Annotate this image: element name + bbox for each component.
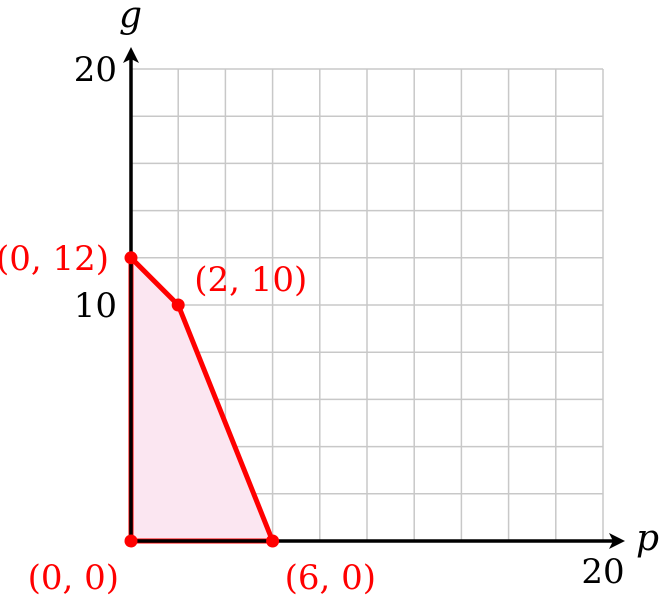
vertex-point: [124, 251, 138, 265]
tick-labels: 10 20 20: [74, 50, 625, 592]
axes: p g: [119, 0, 659, 559]
y-tick-label: 20: [74, 50, 117, 90]
x-axis-arrow-icon: [609, 533, 625, 549]
vertex-point: [171, 298, 185, 312]
vertex-point: [266, 534, 280, 548]
x-axis-label: p: [636, 518, 659, 559]
y-tick-label: 10: [74, 286, 117, 326]
vertex-label: (2, 10): [194, 260, 307, 300]
vertex-point: [124, 534, 138, 548]
vertex-label: (6, 0): [285, 558, 376, 598]
y-axis-arrow-icon: [123, 47, 139, 63]
y-axis-label: g: [119, 0, 142, 36]
vertex-labels: (0, 12) (2, 10) (0, 0) (6, 0): [0, 239, 376, 598]
vertex-points: [124, 251, 280, 548]
vertex-label: (0, 12): [0, 239, 109, 279]
x-tick-label: 20: [581, 552, 624, 592]
vertex-label: (0, 0): [28, 558, 119, 598]
feasible-region-fill: [131, 257, 273, 541]
